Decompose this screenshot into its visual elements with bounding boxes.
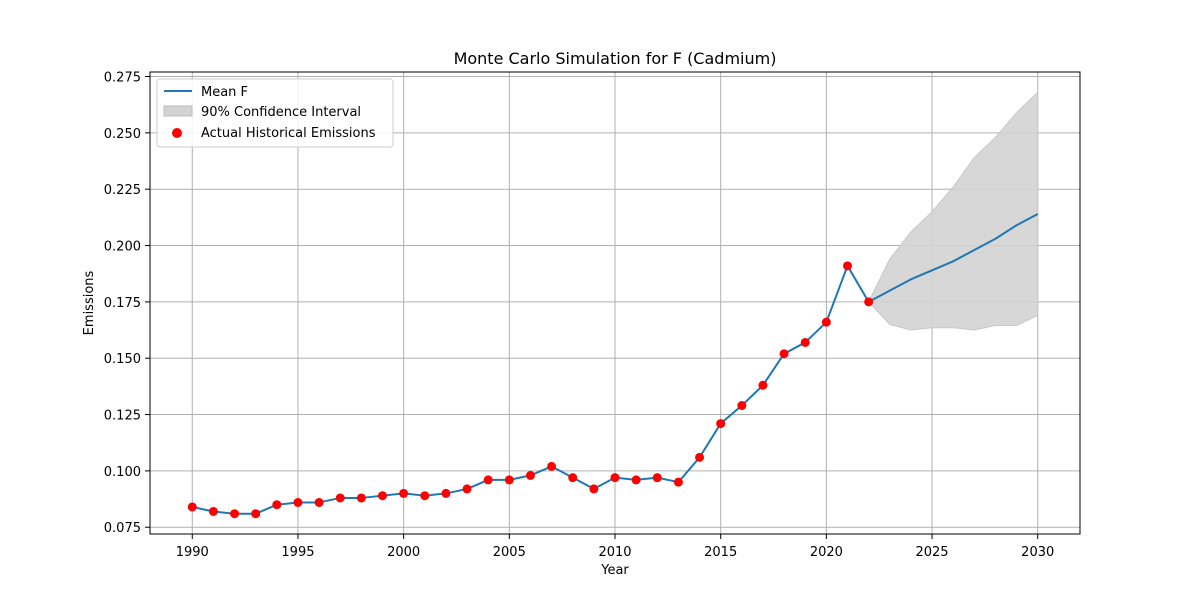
ci-layer <box>868 91 1039 331</box>
actual-emission-point <box>589 484 599 494</box>
x-tick-label: 2020 <box>810 545 843 560</box>
y-tick-label: 0.075 <box>104 521 141 536</box>
actual-emission-point <box>652 473 662 483</box>
actual-emission-point <box>208 506 218 516</box>
actual-emission-point <box>314 497 324 507</box>
x-tick-label: 1995 <box>281 545 314 560</box>
y-tick-label: 0.225 <box>104 183 141 198</box>
actual-emission-point <box>864 297 874 307</box>
actual-emission-point <box>695 452 705 462</box>
x-tick-label: 2030 <box>1021 545 1054 560</box>
actual-emission-point <box>631 475 641 485</box>
x-tick-label: 2005 <box>493 545 526 560</box>
legend-actual-label: Actual Historical Emissions <box>201 126 376 141</box>
actual-emission-point <box>821 317 831 327</box>
legend-actual-swatch <box>172 128 182 138</box>
legend-mean-label: Mean F <box>201 85 248 100</box>
actual-emission-point <box>293 497 303 507</box>
y-tick-label: 0.175 <box>104 296 141 311</box>
actual-emission-point <box>758 380 768 390</box>
actual-emission-point <box>568 473 578 483</box>
x-axis-label: Year <box>600 563 629 578</box>
scatter-layer <box>187 261 874 519</box>
y-tick-label: 0.200 <box>104 240 141 255</box>
actual-emission-point <box>716 419 726 429</box>
y-tick-label: 0.250 <box>104 127 141 142</box>
legend-box <box>156 78 394 148</box>
y-tick-label: 0.125 <box>104 409 141 424</box>
actual-emission-point <box>737 401 747 411</box>
actual-emission-point <box>356 493 366 503</box>
chart-title: Monte Carlo Simulation for F (Cadmium) <box>454 49 777 68</box>
legend-ci-label: 90% Confidence Interval <box>201 105 361 120</box>
actual-emission-point <box>779 349 789 359</box>
actual-emission-point <box>441 488 451 498</box>
actual-emission-point <box>187 502 197 512</box>
x-tick-label: 2010 <box>598 545 631 560</box>
y-tick-label: 0.275 <box>104 71 141 86</box>
actual-emission-point <box>251 509 261 519</box>
actual-emission-point <box>483 475 493 485</box>
actual-emission-point <box>462 484 472 494</box>
x-tick-label: 2015 <box>704 545 737 560</box>
actual-emission-point <box>272 500 282 510</box>
legend-ci-swatch <box>163 105 193 117</box>
y-axis-label: Emissions <box>82 270 97 335</box>
y-tick-label: 0.100 <box>104 465 141 480</box>
actual-emission-point <box>525 470 535 480</box>
actual-emission-point <box>230 509 240 519</box>
confidence-interval-band <box>868 91 1039 331</box>
actual-emission-point <box>610 473 620 483</box>
actual-emission-point <box>335 493 345 503</box>
actual-emission-point <box>843 261 852 271</box>
y-tick-label: 0.150 <box>104 352 141 367</box>
y-axis: 0.075 0.100 0.125 0.150 0.175 0.200 0.225 0.250… <box>104 71 150 536</box>
x-axis: 1990 1995 2000 2005 2010 2015 2020 2025 2030 <box>176 534 1054 560</box>
actual-emission-point <box>800 337 810 347</box>
actual-emission-point <box>399 488 409 498</box>
legend: Mean F 90% Confidence Interval Actual Hi… <box>156 78 394 148</box>
x-tick-label: 1990 <box>176 545 209 560</box>
actual-emission-point <box>378 491 387 501</box>
actual-emission-point <box>547 461 557 471</box>
actual-emission-point <box>673 477 683 487</box>
x-tick-label: 2025 <box>915 545 948 560</box>
actual-emission-point <box>420 491 430 501</box>
actual-emission-point <box>504 475 514 485</box>
x-tick-label: 2000 <box>387 545 420 560</box>
